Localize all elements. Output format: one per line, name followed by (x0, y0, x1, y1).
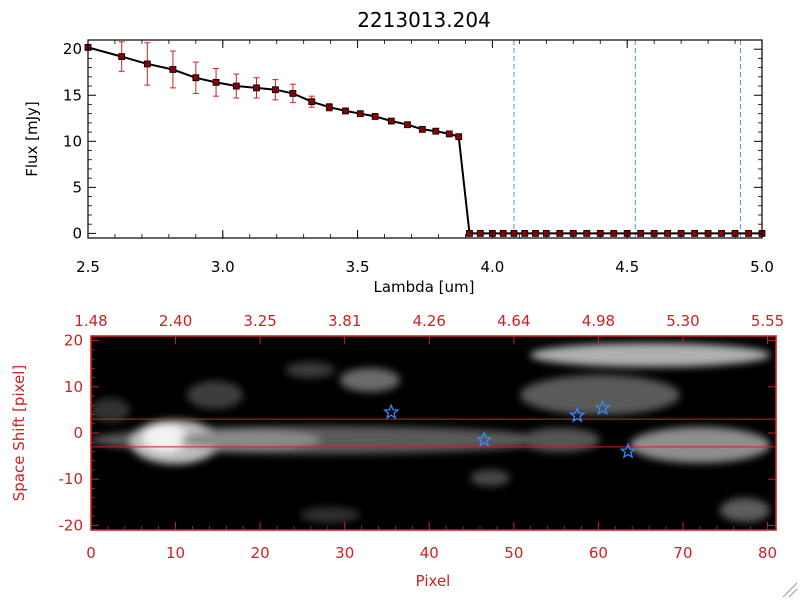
space-shift-y-axis: -20 -10 0 10 20 (59, 332, 776, 534)
spectrum-line (87, 46, 762, 235)
wavelength-top-tick-label: 5.30 (666, 312, 699, 330)
x-tick-label: 3.5 (346, 258, 370, 276)
spatial-image-panel: 0 10 20 30 40 50 60 70 80 1.48 2.40 3.25 3.81 4.26 4.… (10, 312, 784, 590)
data-point (455, 133, 463, 141)
data-point (637, 229, 645, 237)
data-point (404, 121, 411, 129)
data-point (212, 78, 220, 86)
pixel-x-tick-label: 20 (251, 544, 270, 562)
data-point (325, 103, 333, 111)
aperture-lines (91, 418, 776, 448)
resize-grip-icon[interactable] (782, 582, 798, 598)
space-shift-y-tick-label: 0 (73, 424, 83, 442)
source-markers (382, 399, 637, 459)
spectrum-x-axis: 2.5 3.0 3.5 4.0 4.5 5.0 (76, 40, 774, 276)
data-point (289, 90, 297, 97)
data-point (583, 229, 591, 237)
data-point (387, 117, 395, 125)
data-point (718, 229, 725, 237)
data-point (143, 60, 151, 68)
x-tick-label: 4.0 (480, 258, 504, 276)
wavelength-top-axis: 1.48 2.40 3.25 3.81 4.26 4.64 4.98 5.30 5.55 (74, 312, 784, 344)
data-point (556, 229, 564, 237)
x-tick-label: 3.0 (211, 258, 235, 276)
x-tick-label: 2.5 (76, 258, 100, 276)
data-point (432, 127, 440, 135)
spectrum-y-label: Flux [mJy] (23, 101, 41, 177)
space-shift-y-label: Space Shift [pixel] (10, 365, 28, 502)
data-point (192, 74, 200, 82)
data-point (371, 113, 379, 120)
wavelength-top-tick-label: 3.81 (328, 312, 361, 330)
x-tick-label: 5.0 (750, 258, 774, 276)
star-marker-icon (594, 399, 611, 416)
spectrum-y-axis: 0 5 10 15 20 (63, 40, 762, 242)
wavelength-top-tick-label: 4.98 (582, 312, 615, 330)
star-marker-icon (475, 431, 493, 448)
y-tick-label: 20 (63, 40, 82, 58)
space-shift-y-tick-label: -20 (59, 516, 84, 534)
data-point (253, 84, 260, 92)
pixel-x-tick-label: 60 (589, 544, 608, 562)
data-point (745, 229, 752, 237)
pixel-x-tick-label: 10 (166, 544, 185, 562)
wavelength-top-tick-label: 3.25 (243, 312, 276, 330)
image-emission (91, 343, 770, 523)
star-marker-icon (568, 406, 586, 423)
wavelength-top-tick-label: 2.40 (159, 312, 192, 330)
data-point (118, 53, 126, 60)
vertical-marker-lines (513, 40, 741, 238)
y-tick-label: 0 (72, 224, 82, 242)
data-point (466, 229, 473, 237)
data-point (232, 82, 240, 90)
star-marker-icon (382, 403, 400, 420)
pixel-x-tick-label: 30 (335, 544, 354, 562)
data-point (476, 229, 484, 237)
data-point (356, 110, 364, 118)
space-shift-y-tick-label: -10 (59, 470, 84, 488)
wavelength-top-tick-label: 1.48 (74, 312, 107, 330)
space-shift-y-tick-label: 10 (64, 378, 83, 396)
data-point (308, 98, 316, 106)
data-point (610, 229, 618, 237)
wavelength-top-tick-label: 4.64 (497, 312, 530, 330)
pixel-x-tick-label: 80 (758, 544, 777, 562)
y-tick-label: 10 (63, 132, 82, 150)
spectrum-plot-frame (87, 39, 763, 239)
data-point (271, 86, 279, 94)
data-point (169, 66, 177, 73)
pixel-x-tick-label: 40 (420, 544, 439, 562)
chart-title: 2213013.204 (357, 8, 491, 32)
data-point (691, 229, 698, 237)
star-marker-icon (619, 442, 637, 459)
data-point (418, 125, 426, 133)
spectrum-x-label: Lambda [um] (374, 278, 475, 296)
data-point (521, 229, 529, 237)
space-shift-y-tick-label: 20 (64, 332, 83, 350)
data-point (664, 229, 672, 237)
data-point (532, 229, 539, 237)
data-point (499, 229, 507, 237)
wavelength-top-tick-label: 4.26 (413, 312, 446, 330)
x-tick-label: 4.5 (615, 258, 639, 276)
data-point (445, 130, 453, 138)
pixel-x-tick-label: 0 (86, 544, 96, 562)
pixel-x-axis: 0 10 20 30 40 50 60 70 80 (86, 522, 777, 562)
pixel-x-tick-label: 70 (673, 544, 692, 562)
pixel-x-tick-label: 50 (504, 544, 523, 562)
wavelength-top-tick-label: 5.55 (751, 312, 784, 330)
data-point (510, 229, 518, 237)
y-tick-label: 5 (72, 178, 82, 196)
data-point (342, 107, 349, 115)
pixel-x-label: Pixel (416, 572, 451, 590)
y-tick-label: 15 (63, 86, 82, 104)
spectrum-series (84, 41, 766, 237)
